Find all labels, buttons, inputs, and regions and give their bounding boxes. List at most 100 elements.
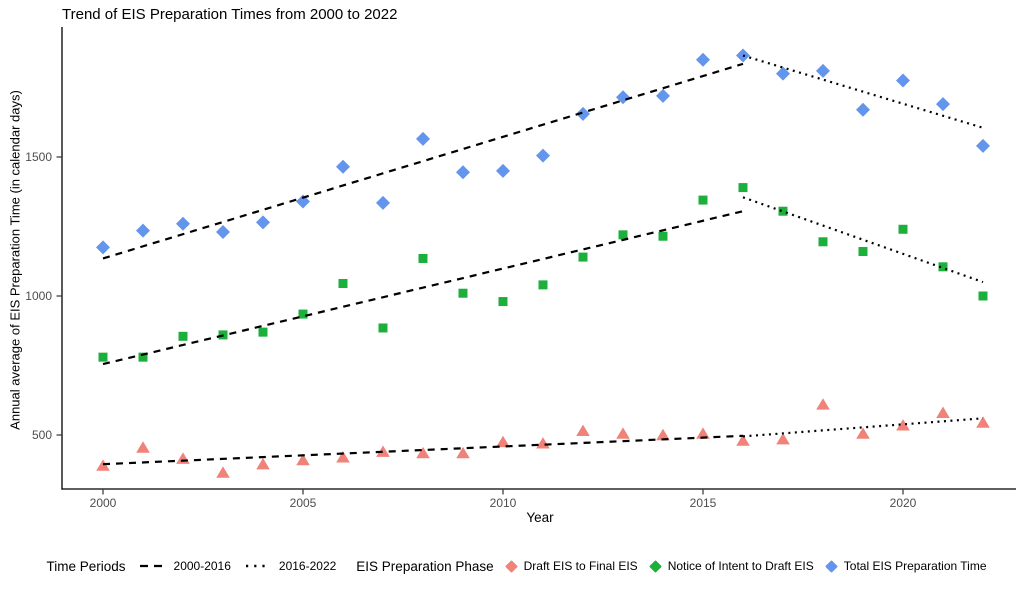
data-point-marker — [816, 63, 830, 78]
legend-time-periods-title: Time Periods — [46, 558, 126, 574]
data-point-marker — [696, 427, 710, 439]
legend-group-time-periods: Time Periods 2000-2016 2016-2022 — [46, 559, 336, 574]
legend-item-label: Draft EIS to Final EIS — [523, 559, 638, 573]
legend-item-notice-of-intent: Notice of Intent to Draft EIS — [648, 559, 814, 573]
data-point-marker — [258, 327, 268, 337]
data-point-marker — [818, 237, 828, 247]
data-point-marker — [376, 445, 390, 457]
data-point-marker — [256, 457, 270, 470]
data-point-marker — [778, 206, 788, 216]
data-point-marker — [536, 437, 550, 449]
data-point-marker — [978, 291, 988, 301]
data-point-marker — [496, 435, 510, 448]
data-point-marker — [858, 247, 868, 257]
data-point-marker — [496, 163, 510, 178]
data-point-marker — [456, 446, 470, 459]
legend-item-total-eis: Total EIS Preparation Time — [824, 559, 987, 573]
data-point-marker — [178, 331, 188, 341]
data-point-marker — [96, 240, 110, 255]
data-point-marker — [378, 323, 388, 333]
data-point-marker — [776, 66, 790, 81]
legend-group-phases: EIS Preparation Phase Draft EIS to Final… — [356, 559, 986, 574]
y-axis-title: Annual average of EIS Preparation Time (… — [7, 90, 23, 430]
data-point-marker — [736, 434, 750, 446]
data-point-marker — [138, 352, 148, 362]
legend-item-label: 2000-2016 — [173, 559, 231, 573]
data-point-marker — [976, 138, 990, 153]
legend-item-draft-eis: Draft EIS to Final EIS — [504, 559, 638, 573]
draft-eis-diamond-icon — [504, 559, 518, 573]
total-eis-diamond-icon — [824, 559, 838, 573]
data-point-marker — [338, 278, 348, 288]
legend-item-2000-2016: 2000-2016 — [139, 559, 231, 573]
dotted-line-icon — [245, 564, 270, 568]
data-point-marker — [96, 459, 110, 471]
data-point-marker — [176, 452, 190, 464]
x-tick-label: 2000 — [90, 496, 117, 510]
data-point-marker — [816, 398, 830, 410]
data-point-marker — [416, 131, 430, 146]
data-point-marker — [216, 466, 230, 478]
data-point-marker — [458, 288, 468, 298]
legend: Time Periods 2000-2016 2016-2022 EIS Pre… — [0, 548, 1033, 584]
data-point-marker — [616, 427, 630, 439]
data-point-marker — [336, 159, 350, 174]
legend-item-2016-2022: 2016-2022 — [244, 559, 336, 573]
data-point-marker — [256, 215, 270, 230]
data-point-marker — [856, 102, 870, 117]
x-axis-title: Year — [526, 510, 554, 525]
x-tick-label: 2015 — [690, 496, 717, 510]
y-tick-label: 500 — [32, 428, 52, 442]
data-point-marker — [456, 165, 470, 180]
legend-item-label: Total EIS Preparation Time — [843, 559, 987, 573]
data-point-marker — [656, 88, 670, 103]
notice-of-intent-diamond-icon — [648, 559, 662, 573]
series-triangle-markers — [96, 398, 990, 478]
data-point-marker — [856, 427, 870, 439]
data-point-marker — [578, 252, 588, 262]
x-tick-label: 2020 — [890, 496, 917, 510]
trend-line-dotted — [742, 417, 984, 438]
data-point-marker — [336, 451, 350, 463]
data-point-marker — [698, 195, 708, 205]
data-point-marker — [616, 90, 630, 105]
data-point-marker — [896, 73, 910, 88]
data-point-marker — [498, 297, 508, 307]
data-point-marker — [618, 230, 628, 240]
data-point-marker — [296, 453, 310, 466]
data-point-marker — [136, 223, 150, 238]
data-point-marker — [98, 352, 108, 362]
data-point-marker — [938, 262, 948, 272]
data-point-marker — [538, 280, 548, 290]
data-point-marker — [656, 428, 670, 441]
data-point-marker — [936, 97, 950, 112]
data-point-marker — [298, 309, 308, 319]
data-point-marker — [296, 194, 310, 209]
trend-line-dashed — [102, 434, 744, 466]
trend-line-dashed — [102, 62, 744, 260]
data-point-marker — [576, 106, 590, 121]
data-point-marker — [418, 253, 428, 263]
plot-area: 500 1000 1500 2000 2005 2010 2015 2020 — [25, 27, 1016, 510]
data-point-marker — [696, 52, 710, 67]
data-point-marker — [658, 231, 668, 241]
data-point-marker — [738, 183, 748, 193]
y-tick-label: 1000 — [25, 289, 52, 303]
data-point-marker — [416, 446, 430, 459]
data-point-marker — [376, 195, 390, 210]
series-square-markers — [98, 183, 988, 362]
legend-item-label: 2016-2022 — [278, 559, 337, 573]
data-point-marker — [136, 441, 150, 453]
trend-line-dotted — [742, 54, 984, 129]
chart-title: Trend of EIS Preparation Times from 2000… — [62, 6, 398, 23]
data-point-marker — [536, 148, 550, 163]
data-point-marker — [896, 419, 910, 431]
series-diamond-markers — [96, 48, 990, 255]
data-point-marker — [216, 225, 230, 240]
data-point-marker — [936, 406, 950, 418]
x-tick-label: 2005 — [290, 496, 317, 510]
data-point-marker — [576, 424, 590, 437]
data-point-marker — [176, 216, 190, 231]
x-tick-label: 2010 — [490, 496, 517, 510]
